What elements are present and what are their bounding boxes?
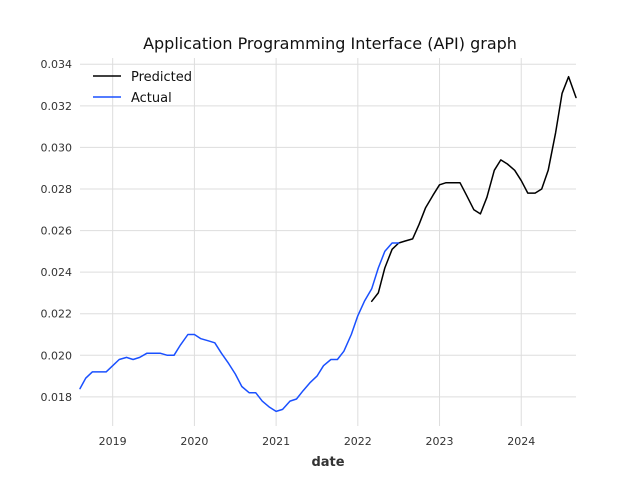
x-tick-label: 2022 [344,435,372,448]
grid [80,58,576,426]
y-axis: 0.018 0.020 0.022 0.024 0.026 0.028 0.030 0.032… [41,58,73,404]
series-line-predicted [370,75,577,303]
x-tick-label: 2023 [426,435,454,448]
y-tick-label: 0.020 [41,349,73,362]
legend-label-predicted: Predicted [131,70,192,85]
y-tick-label: 0.030 [41,141,73,154]
y-tick-label: 0.022 [41,308,73,321]
series-layer [79,75,577,413]
y-tick-label: 0.032 [41,100,73,113]
x-axis: 2019 2020 2021 2022 2023 2024 [99,435,536,448]
x-tick-label: 2019 [99,435,127,448]
series-line-actual [79,242,400,413]
y-tick-label: 0.026 [41,225,73,238]
legend: Predicted Actual [93,70,192,106]
x-tick-label: 2020 [180,435,208,448]
y-tick-label: 0.018 [41,391,73,404]
x-tick-label: 2024 [507,435,535,448]
legend-label-actual: Actual [131,91,172,106]
y-tick-label: 0.028 [41,183,73,196]
y-tick-label: 0.024 [41,266,73,279]
x-axis-label: date [311,455,344,470]
chart-title: Application Programming Interface (API) … [143,34,517,53]
y-tick-label: 0.034 [41,58,73,71]
x-tick-label: 2021 [262,435,290,448]
